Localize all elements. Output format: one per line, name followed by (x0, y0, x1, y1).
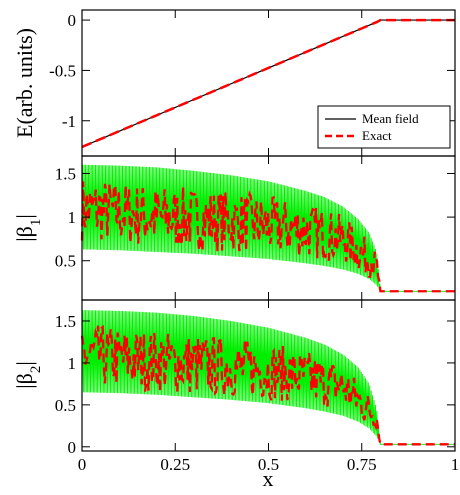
panel-beta1-ylabel-subscript: 1 (28, 219, 44, 227)
panel-beta2-plot (80, 310, 455, 446)
panel0-ytick-label: 0 (68, 11, 77, 30)
panel-beta2: 0 0.5 1 1.5 0 0.25 0.5 0.75 1 |β2| x (12, 299, 460, 491)
panel1-ytick-label: 1 (68, 208, 77, 227)
xtick-label: 1 (451, 455, 460, 474)
panel-beta1-ylabel: |β1| (12, 214, 44, 242)
series-mean-field-band (81, 164, 455, 292)
panel0-ytick-label: -1 (62, 112, 76, 131)
x-axis-label: x (263, 466, 274, 490)
panel-energy-ticks: 0 -0.5 -1 (49, 10, 456, 156)
panel2-ytick-label: 0 (68, 438, 77, 457)
panel-beta1: 0.5 1 1.5 |β1| (12, 155, 456, 301)
panel0-ytick-label: -0.5 (49, 61, 76, 80)
panel-beta2-ylabel: |β2| (12, 361, 44, 389)
xtick-label: 0.5 (258, 455, 279, 474)
panel-beta2-ticks: 0 0.5 1 1.5 0 0.25 0.5 0.75 1 (55, 300, 460, 474)
xtick-label: 0 (78, 455, 87, 474)
series-exact (80, 181, 455, 293)
legend: Mean field Exact (317, 105, 451, 149)
panel-beta1-ticks: 0.5 1 1.5 (55, 156, 456, 300)
panel2-ytick-label: 1 (68, 354, 77, 373)
panel-energy-plot (81, 18, 455, 149)
legend-label-exact: Exact (362, 128, 392, 143)
series-mean-field-band (81, 310, 455, 445)
panel1-ytick-label: 0.5 (55, 252, 76, 271)
panel1-ytick-label: 1.5 (55, 164, 76, 183)
xtick-label: 0.25 (160, 455, 190, 474)
panel2-ytick-label: 0.5 (55, 396, 76, 415)
panel-beta2-ylabel-subscript: 2 (28, 366, 44, 374)
legend-label-mean-field: Mean field (362, 111, 419, 126)
panel-beta1-plot (80, 164, 455, 293)
xtick-label: 0.75 (347, 455, 377, 474)
panel-energy: 0 -0.5 -1 E(arb. units) Mean field Exact (12, 9, 456, 157)
series-exact (80, 324, 455, 446)
panel2-ytick-label: 1.5 (55, 312, 76, 331)
legend-box (317, 105, 451, 149)
series-exact (81, 18, 455, 149)
panel-energy-ylabel: E(arb. units) (12, 28, 37, 138)
